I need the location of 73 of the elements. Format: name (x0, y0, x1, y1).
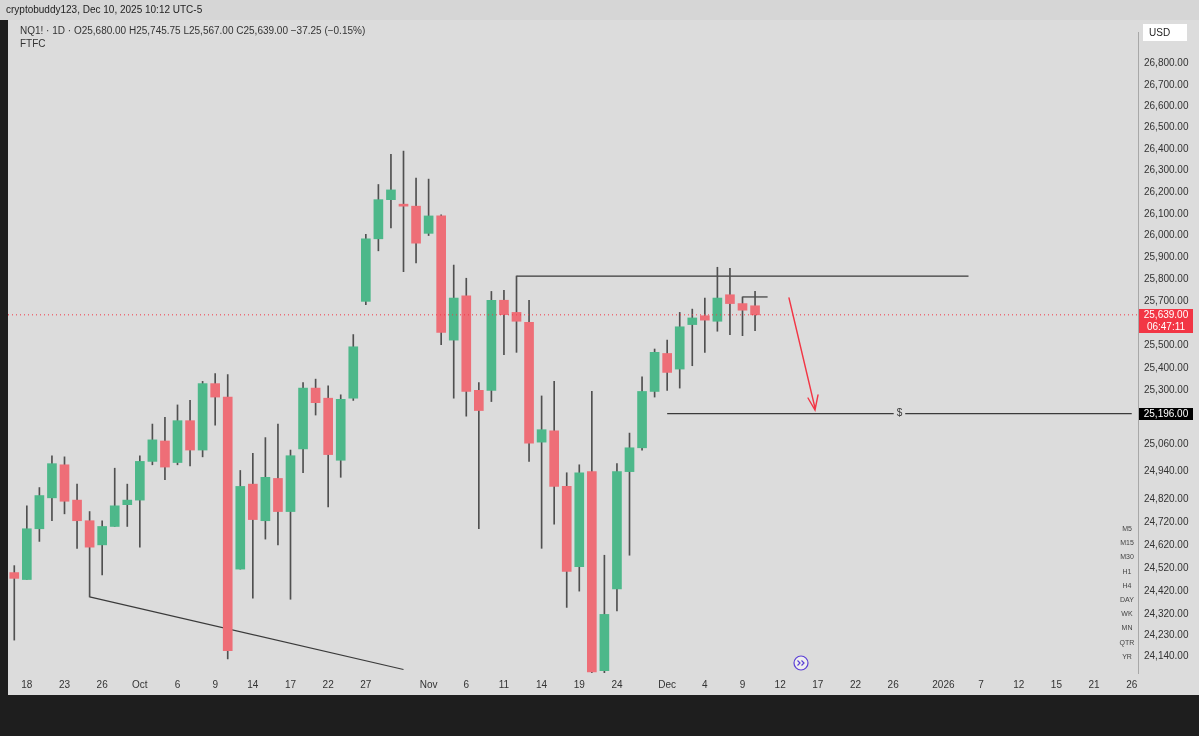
x-tick-label: 26 (1126, 678, 1138, 690)
x-tick-label: 2026 (932, 678, 955, 690)
y-tick-label: 24,230.00 (1144, 629, 1189, 641)
x-tick-label: 19 (573, 678, 586, 690)
candlestick (9, 565, 20, 641)
y-tick-label: 26,800.00 (1144, 57, 1189, 69)
x-tick-label: 12 (774, 678, 787, 690)
candlestick (386, 153, 396, 229)
candlestick (725, 268, 735, 335)
x-tick-label: 22 (322, 678, 335, 690)
x-tick-label: 14 (247, 678, 259, 690)
x-tick-label: 9 (212, 678, 219, 690)
x-tick-label: 6 (463, 678, 470, 690)
x-tick-label: 21 (1088, 678, 1101, 690)
x-tick-label: 15 (1050, 678, 1063, 690)
x-tick-label: 24 (611, 678, 623, 690)
y-tick-label: 26,700.00 (1144, 78, 1189, 90)
y-tick-label: 26,400.00 (1144, 142, 1189, 154)
y-tick-label: 26,300.00 (1144, 164, 1189, 176)
candlestick (750, 290, 760, 332)
y-tick-label: 24,620.00 (1144, 538, 1189, 550)
x-tick-label: 23 (58, 678, 71, 690)
x-tick-label: 27 (360, 678, 372, 690)
text: FTFC (20, 38, 46, 49)
y-tick-label: 26,500.00 (1144, 121, 1189, 133)
chart-title: NQ1! · 1D · O25,680.00 H25,745.75 L25,567.00 C25,639.00 −37.25 (−0.15%) (20, 25, 366, 36)
x-tick-label: Oct (132, 678, 148, 690)
x-tick-label: 12 (1013, 678, 1025, 690)
x-tick-label: 6 (174, 678, 181, 690)
y-tick-label: 24,520.00 (1144, 561, 1189, 573)
x-tick-label: 7 (978, 678, 985, 690)
candlestick (474, 382, 484, 530)
x-tick-label: 17 (812, 678, 824, 690)
text: 06:47:11 (1139, 320, 1193, 333)
x-tick-label: 9 (739, 678, 746, 690)
y-tick-label: 24,140.00 (1144, 650, 1189, 662)
candlestick (210, 373, 220, 426)
x-tick-label: 26 (887, 678, 900, 690)
candlestick (499, 290, 509, 355)
text: 25,196.00 (1139, 407, 1193, 420)
x-tick-label: 18 (21, 678, 33, 690)
x-tick-label: 14 (536, 678, 548, 690)
candlestick (700, 297, 710, 353)
x-tick-label: Nov (419, 678, 438, 690)
text: USD (1143, 24, 1187, 41)
candlestick (122, 483, 133, 527)
series-label: $ (896, 407, 903, 419)
x-tick-label: 4 (702, 678, 709, 690)
x-tick-label: 22 (849, 678, 862, 690)
y-tick-label: 26,600.00 (1144, 99, 1189, 111)
y-tick-label: 25,500.00 (1144, 339, 1189, 351)
y-tick-label: 25,700.00 (1144, 295, 1189, 307)
text: cryptobuddy123, Dec 10, 2025 10:12 UTC-5 (0, 0, 1199, 20)
y-tick-label: 24,820.00 (1144, 492, 1189, 504)
x-tick-label: 11 (498, 678, 510, 690)
y-tick-label: 25,900.00 (1144, 251, 1189, 263)
y-tick-label: 25,400.00 (1144, 361, 1189, 373)
y-tick-label: 26,000.00 (1144, 229, 1189, 241)
y-tick-label: 24,940.00 (1144, 465, 1189, 477)
x-tick-label: 26 (96, 678, 109, 690)
y-tick-label: 24,420.00 (1144, 584, 1189, 596)
candlestick (248, 453, 258, 599)
y-tick-label: 26,100.00 (1144, 207, 1189, 219)
x-tick-label: Dec (658, 678, 677, 690)
y-tick-label: 24,320.00 (1144, 608, 1189, 620)
candlestick (687, 308, 698, 367)
y-tick-label: 24,720.00 (1144, 515, 1189, 527)
ref-line-label: 25,639.00 (1139, 308, 1193, 321)
y-tick-label: 25,800.00 (1144, 273, 1189, 285)
y-tick-label: 26,200.00 (1144, 185, 1189, 197)
y-tick-label: 25,300.00 (1144, 384, 1189, 396)
y-tick-label: 25,060.00 (1144, 438, 1189, 450)
x-tick-label: 17 (284, 678, 297, 690)
